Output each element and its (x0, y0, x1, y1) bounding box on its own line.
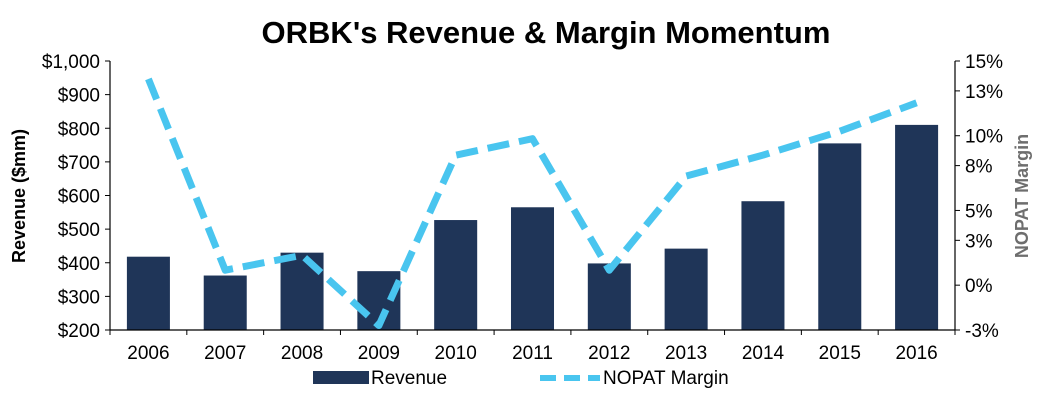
x-tick-label-2015: 2015 (819, 343, 861, 364)
legend-revenue-swatch (313, 371, 369, 384)
y-left-tick-label: $600 (58, 187, 100, 208)
y-right-tick-label: 15% (965, 52, 1003, 73)
y-right-tick-label: 8% (965, 157, 993, 178)
x-tick-label-2006: 2006 (127, 343, 169, 364)
y-axis-left-ticks: $200 $300 $400 $500 $600 $700 $800 $900 $1,000 (42, 52, 110, 342)
y-left-tick-label: $900 (58, 86, 100, 107)
x-tick-label-2009: 2009 (358, 343, 400, 364)
x-axis-ticks: 2006 2007 2008 2009 2010 2011 2012 2013 2014 2015… (109, 330, 956, 364)
y-left-tick-label: $500 (58, 220, 100, 241)
revenue-bar-2013 (664, 248, 708, 330)
y-axis-left-label: Revenue ($mm) (9, 129, 29, 263)
y-right-tick-label: 3% (965, 231, 993, 252)
revenue-bar-2015 (818, 143, 862, 330)
y-right-tick-label: 13% (965, 82, 1003, 103)
revenue-bar-2011 (510, 207, 555, 330)
nopat-margin-line (145, 77, 918, 330)
x-tick-label-2014: 2014 (742, 343, 785, 364)
y-right-tick-label: 10% (965, 127, 1003, 148)
revenue-bar-2008 (280, 252, 324, 330)
y-axis-right-ticks: -3% 0% 3% 5% 8% 10% 13% 15% (955, 52, 1003, 342)
legend-nopat-label: NOPAT Margin (603, 368, 729, 389)
revenue-bars (126, 124, 939, 330)
y-left-tick-label: $1,000 (42, 52, 100, 73)
revenue-bar-2010 (434, 220, 478, 330)
revenue-bar-2016 (895, 124, 939, 330)
revenue-bar-2014 (741, 201, 785, 330)
x-tick-label-2010: 2010 (435, 343, 477, 364)
x-tick-label-2013: 2013 (665, 343, 707, 364)
x-tick-label-2011: 2011 (512, 343, 553, 364)
revenue-bar-2007 (203, 275, 247, 330)
y-left-tick-label: $300 (58, 287, 100, 308)
y-left-tick-label: $700 (58, 153, 100, 174)
y-left-tick-label: $200 (58, 321, 100, 342)
x-tick-label-2016: 2016 (895, 343, 937, 364)
x-tick-label-2012: 2012 (588, 343, 630, 364)
x-tick-label-2007: 2007 (204, 343, 246, 364)
legend-revenue-label: Revenue (371, 368, 447, 389)
legend: Revenue NOPAT Margin (313, 368, 729, 389)
revenue-bar-2012 (587, 263, 631, 330)
y-right-tick-label: -3% (965, 321, 999, 342)
revenue-bar-2006 (126, 256, 170, 330)
y-right-tick-label: 5% (965, 201, 993, 222)
chart-title: ORBK's Revenue & Margin Momentum (262, 15, 831, 50)
y-axis-right-label: NOPAT Margin (1012, 134, 1032, 258)
x-tick-label-2008: 2008 (281, 343, 323, 364)
y-left-tick-label: $800 (58, 119, 100, 140)
y-left-tick-label: $400 (58, 254, 100, 275)
y-right-tick-label: 0% (965, 276, 993, 297)
